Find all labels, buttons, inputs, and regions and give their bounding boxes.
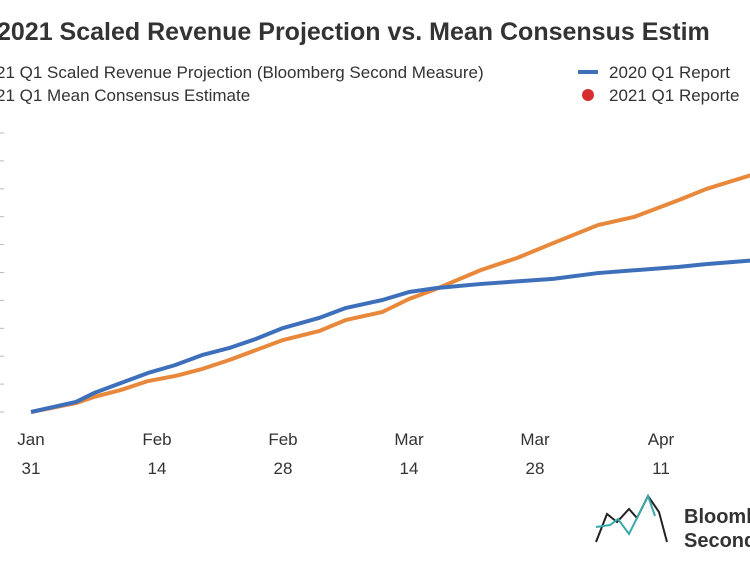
legend-label: 2020 Q1 Report	[609, 63, 730, 82]
chart-title: 2021 Scaled Revenue Projection vs. Mean …	[0, 18, 710, 46]
x-tick-label: Apr 11	[648, 430, 675, 478]
logo-text: Second	[684, 530, 750, 552]
line-series	[30, 173, 750, 414]
legend-swatch	[582, 89, 594, 101]
legend-label: 2021 Q1 Reporte	[609, 86, 739, 105]
x-tick-label: Feb 28	[268, 430, 297, 478]
x-tick-label: Mar 28	[520, 430, 550, 478]
legend-label: 21 Q1 Scaled Revenue Projection (Bloombe…	[0, 63, 484, 82]
logo-text: Bloomb	[684, 506, 750, 528]
logo-icon	[595, 493, 668, 543]
legend-label: 21 Q1 Mean Consensus Estimate	[0, 86, 250, 105]
x-tick-label: Feb 14	[142, 430, 171, 478]
x-tick-label: Mar 14	[394, 430, 424, 478]
line-series	[30, 258, 750, 414]
x-tick-label: Jan 31	[17, 430, 44, 478]
